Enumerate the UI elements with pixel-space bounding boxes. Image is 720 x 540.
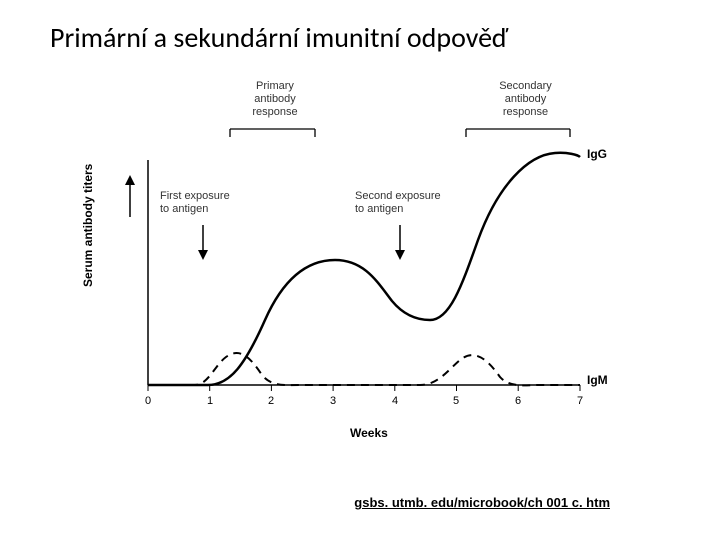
secondary-response-label: Secondaryantibodyresponse (488, 80, 563, 120)
primary-response-label: Primaryantibodyresponse (240, 80, 310, 120)
tick-5: 5 (453, 395, 459, 407)
first-exposure-label: First exposureto antigen (160, 190, 250, 216)
chart-svg (100, 105, 620, 435)
first-exposure-arrow (198, 225, 208, 260)
second-exposure-arrow (395, 225, 405, 260)
tick-7: 7 (577, 395, 583, 407)
tick-0: 0 (145, 395, 151, 407)
tick-1: 1 (207, 395, 213, 407)
secondary-bracket (466, 129, 570, 137)
igm-label: IgM (587, 373, 608, 387)
igg-curve (148, 153, 580, 385)
tick-3: 3 (330, 395, 336, 407)
page-title: Primární a sekundární imunitní odpověď (50, 20, 508, 55)
x-axis-label: Weeks (350, 426, 388, 440)
immune-response-chart: Primaryantibodyresponse Secondaryantibod… (100, 105, 620, 435)
second-exposure-label: Second exposureto antigen (355, 190, 455, 216)
y-axis-label: Serum antibody titers (81, 164, 95, 287)
source-citation: gsbs. utmb. edu/microbook/ch 001 c. htm (354, 495, 610, 510)
igm-curve (148, 353, 580, 385)
igg-label: IgG (587, 147, 607, 161)
tick-6: 6 (515, 395, 521, 407)
tick-4: 4 (392, 395, 398, 407)
primary-bracket (230, 129, 315, 137)
y-arrow (125, 175, 135, 217)
tick-2: 2 (268, 395, 274, 407)
